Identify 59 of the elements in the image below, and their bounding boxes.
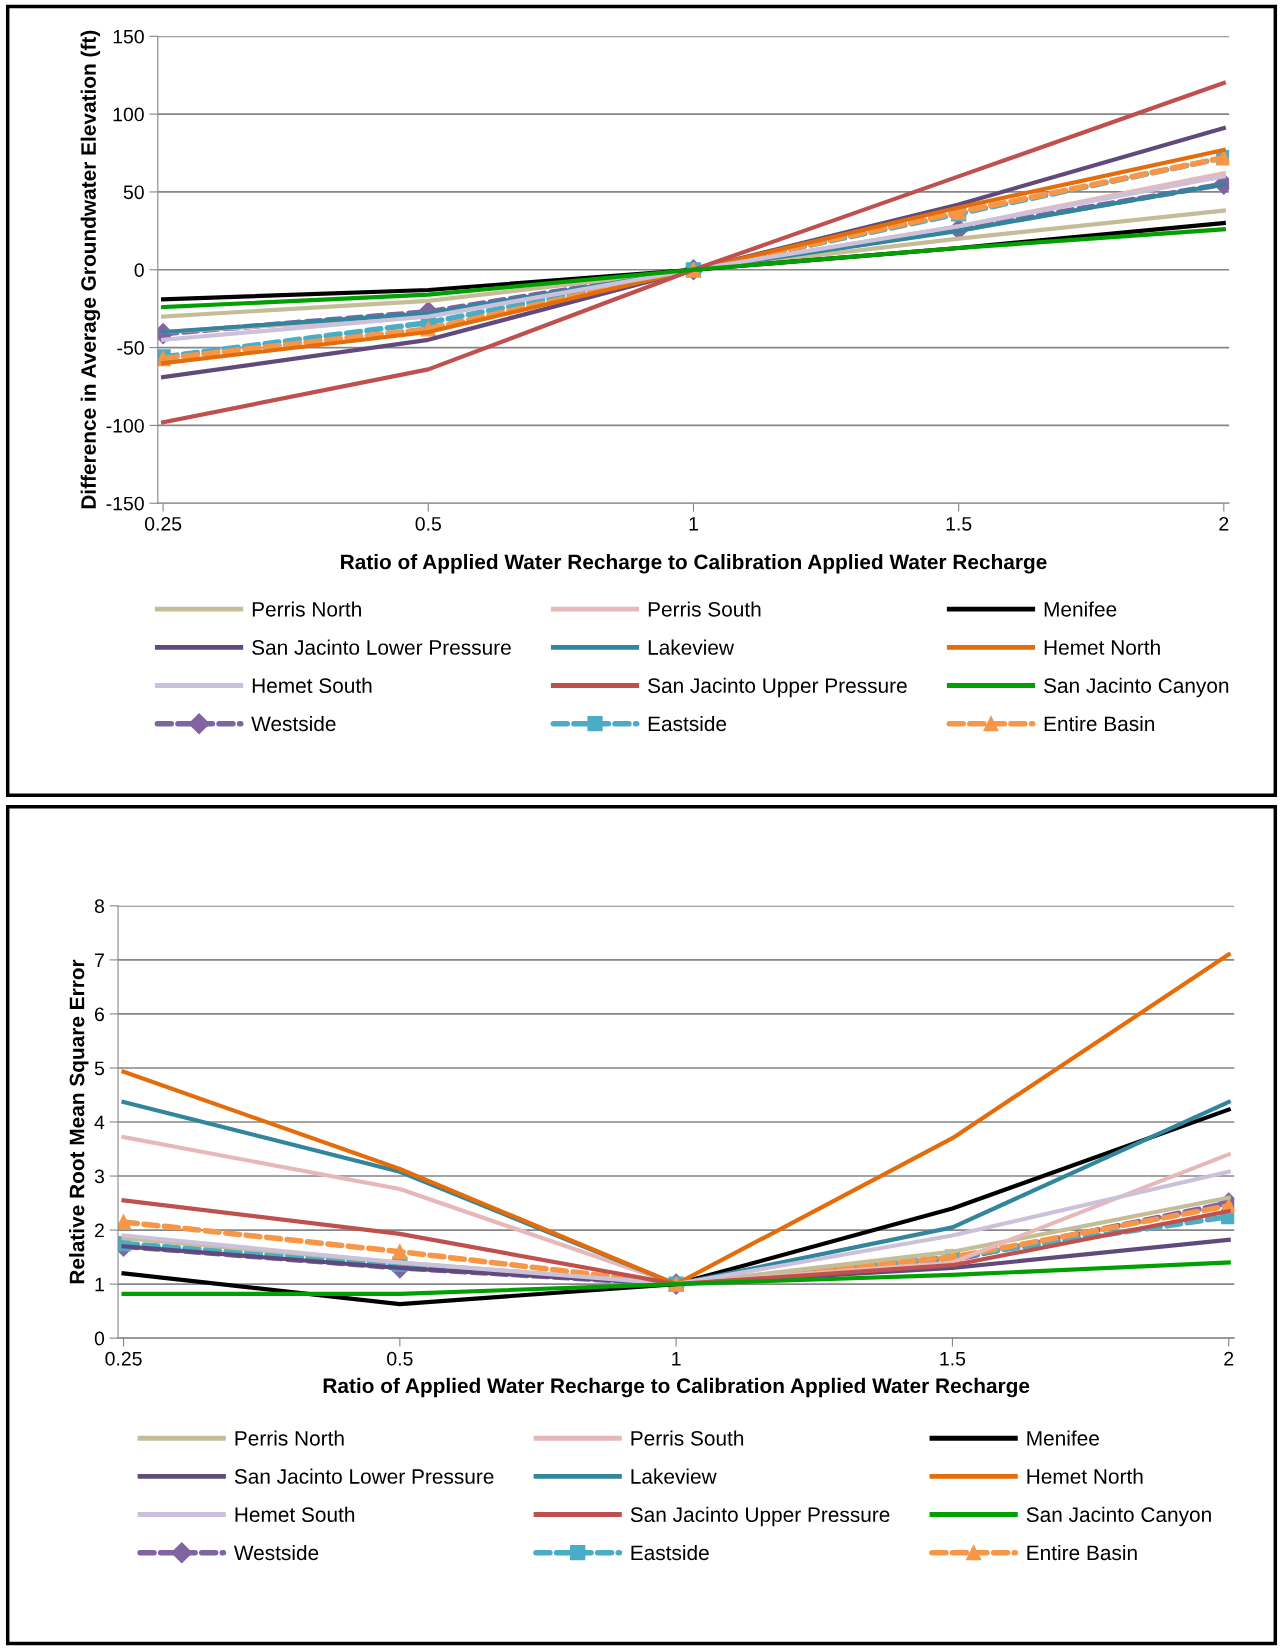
x-tick-label: 0.5 <box>415 516 441 531</box>
y-tick-label: 5 <box>94 1061 105 1076</box>
legend-label: San Jacinto Upper Pressure <box>648 677 907 698</box>
y-axis-title: Relative Root Mean Square Error <box>69 959 89 1284</box>
legend-label: Hemet North <box>1044 639 1160 655</box>
y-tick-label: 8 <box>94 899 104 914</box>
point <box>392 1244 408 1260</box>
point <box>118 1214 132 1230</box>
y-tick-label: 7 <box>95 953 104 967</box>
legend-label: Eastside <box>648 715 727 732</box>
y-tick-label: 1 <box>95 1277 104 1292</box>
y-tick-label: 0 <box>134 263 144 278</box>
legend-label: Westside <box>251 715 336 732</box>
legend-label: Menifee <box>1027 1430 1099 1446</box>
x-tick-label: 1.5 <box>946 517 972 531</box>
legend-label: San Jacinto Canyon <box>1044 677 1229 698</box>
y-tick-label: 6 <box>95 1007 104 1022</box>
y-tick-label: -100 <box>106 418 144 433</box>
legend-label: Perris South <box>631 1430 744 1446</box>
legend-label: San Jacinto Lower Pressure <box>234 1468 494 1484</box>
y-tick-label: 3 <box>94 1169 104 1184</box>
y-tick-label: -150 <box>106 496 144 511</box>
legend-label: Perris North <box>235 1430 344 1446</box>
x-tick-label: 1 <box>689 517 698 531</box>
x-tick-label: 2 <box>1224 1351 1234 1366</box>
x-tick-label: 0.5 <box>387 1351 413 1366</box>
x-tick-label: 1 <box>672 1352 681 1366</box>
x-tick-label: 2 <box>1219 516 1229 531</box>
legend-label: Eastside <box>631 1544 709 1561</box>
x-axis-title: Ratio of Applied Water Recharge to Calibration Applied Water Recharge <box>323 1377 1030 1398</box>
line-series <box>161 80 1226 425</box>
legend-label: Entire Basin <box>1027 1544 1137 1561</box>
x-tick-label: 0.25 <box>105 1351 142 1366</box>
y-axis-title: Difference in Average Groundwater Elevation (ft) <box>80 30 101 509</box>
legend-label: San Jacinto Canyon <box>1026 1506 1211 1527</box>
y-tick-label: 100 <box>113 107 144 122</box>
legend-label: Hemet South <box>235 1506 355 1523</box>
y-tick-label: 2 <box>95 1223 104 1238</box>
legend-label: Westside <box>233 1544 319 1561</box>
y-tick-label: 4 <box>94 1115 105 1130</box>
legend-label: Lakeview <box>648 639 735 655</box>
y-tick-label: 150 <box>113 29 144 44</box>
legend-label: Lakeview <box>631 1468 717 1484</box>
legend-label: Menifee <box>1044 601 1117 617</box>
y-tick-label: 50 <box>123 185 144 200</box>
line-series <box>121 1260 1231 1296</box>
x-tick-label: 0.25 <box>144 516 182 531</box>
legend-label: Hemet North <box>1027 1468 1143 1484</box>
legend-label: San Jacinto Upper Pressure <box>630 1506 890 1527</box>
legend-label: San Jacinto Lower Pressure <box>252 639 511 655</box>
y-tick-label: -50 <box>117 341 144 355</box>
x-axis-title: Ratio of Applied Water Recharge to Calibration Applied Water Recharge <box>341 554 1047 574</box>
line-series <box>161 227 1226 310</box>
legend-label: Entire Basin <box>1044 715 1155 732</box>
x-tick-label: 1.5 <box>940 1352 966 1366</box>
legend-label: Perris North <box>252 601 361 617</box>
y-tick-label: 0 <box>94 1331 105 1346</box>
legend-label: Perris South <box>648 601 761 617</box>
legend-label: Hemet South <box>252 677 372 694</box>
